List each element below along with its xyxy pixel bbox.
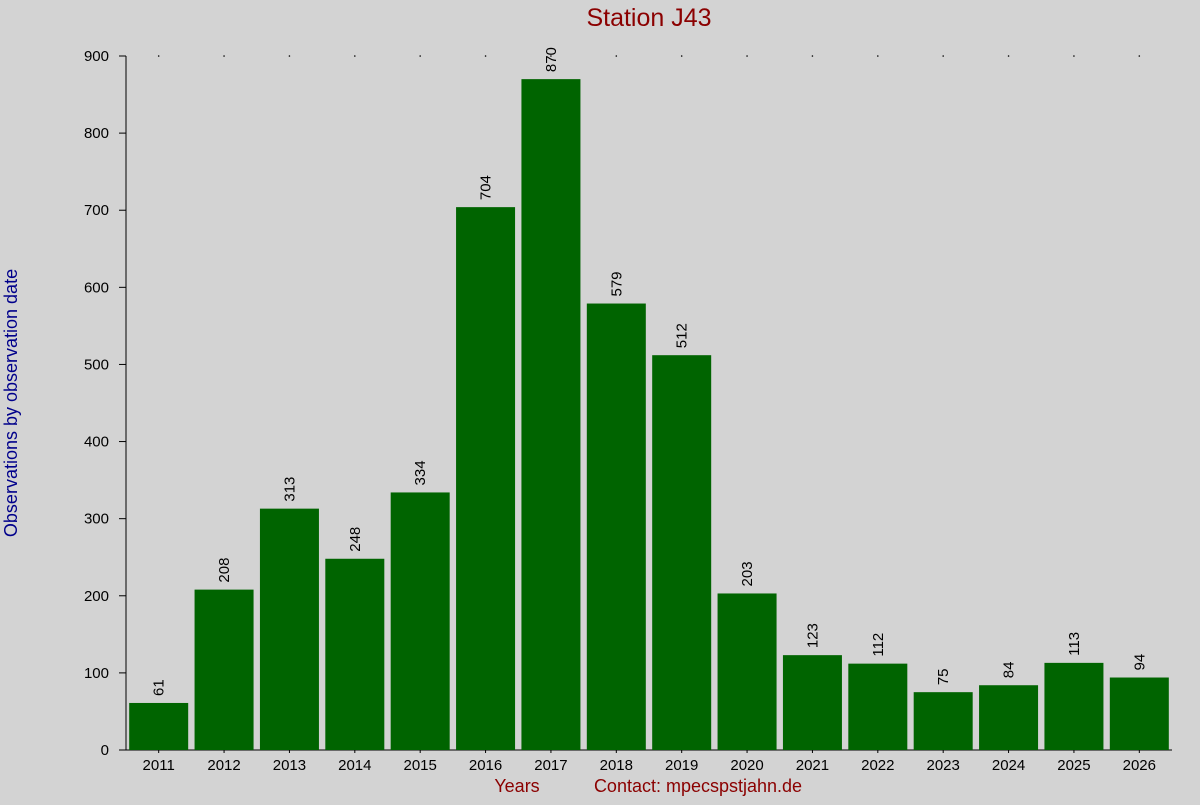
data-label: 112 — [870, 633, 887, 657]
x-tick-label: 2019 — [665, 757, 698, 774]
bar-2020 — [717, 593, 777, 750]
data-label: 579 — [608, 271, 625, 296]
top-dot-marker — [484, 55, 487, 57]
top-dot-marker — [942, 55, 944, 57]
data-label: 94 — [1131, 654, 1148, 671]
bar-2024 — [979, 685, 1039, 750]
data-label: 704 — [478, 175, 495, 200]
bar-2017 — [521, 79, 581, 751]
bar-2026 — [1109, 677, 1169, 750]
bar-2012 — [194, 589, 254, 750]
top-dot-marker — [746, 55, 748, 57]
data-label: 313 — [281, 477, 298, 502]
bar-2015 — [390, 492, 450, 750]
data-label: 84 — [1001, 662, 1018, 679]
data-label: 248 — [347, 527, 364, 552]
data-label: 203 — [739, 561, 756, 586]
y-tick-label: 800 — [84, 125, 109, 142]
x-tick-label: 2025 — [1057, 757, 1090, 774]
bar-2023 — [913, 692, 973, 750]
data-label: 61 — [151, 679, 168, 696]
bar-2018 — [586, 303, 646, 750]
x-tick-label: 2011 — [143, 757, 175, 774]
top-dot-marker — [223, 55, 225, 57]
top-dot-marker — [419, 55, 421, 57]
data-label: 512 — [674, 323, 691, 348]
data-label: 75 — [935, 668, 952, 685]
y-tick-label: 600 — [84, 279, 109, 296]
data-label: 208 — [216, 558, 233, 583]
y-tick-label: 500 — [84, 356, 109, 373]
x-tick-label: 2020 — [730, 757, 763, 774]
bar-2011 — [129, 702, 189, 750]
top-dot-marker — [877, 55, 879, 57]
y-tick-label: 0 — [101, 742, 109, 759]
top-dot-marker — [1138, 55, 1141, 57]
x-tick-label: 2024 — [992, 757, 1025, 774]
x-tick-label: 2022 — [861, 757, 894, 774]
top-dot-marker — [615, 55, 618, 57]
bar-2014 — [325, 558, 385, 750]
chart-title: Station J43 — [586, 4, 711, 32]
y-tick-label: 400 — [84, 434, 109, 451]
top-dot-marker — [1007, 55, 1010, 57]
y-tick-label: 200 — [84, 588, 109, 605]
data-label: 334 — [412, 460, 429, 485]
x-tick-label: 2023 — [927, 757, 960, 774]
y-tick-label: 900 — [84, 48, 109, 65]
x-tick-label: 2014 — [338, 757, 371, 774]
y-tick-label: 700 — [84, 202, 109, 219]
x-tick-label: 2017 — [534, 757, 567, 774]
bar-2013 — [259, 508, 319, 750]
top-dot-marker — [157, 55, 160, 57]
x-tick-label: 2018 — [600, 757, 633, 774]
footer-contact: Contact: mpecspstjahn.de — [594, 776, 802, 796]
data-label: 870 — [543, 47, 560, 72]
data-label: 113 — [1066, 632, 1083, 656]
bar-2019 — [652, 355, 712, 750]
bar-2021 — [782, 655, 842, 750]
top-dot-marker — [288, 55, 291, 57]
y-axis-label: Observations by observation date — [1, 269, 21, 537]
x-tick-label: 2015 — [404, 757, 437, 774]
top-dot-marker — [1073, 55, 1075, 57]
top-dot-marker — [550, 55, 552, 57]
top-dot-marker — [354, 55, 356, 57]
data-label: 123 — [804, 623, 821, 648]
x-tick-label: 2016 — [469, 757, 502, 774]
top-dot-marker — [811, 55, 814, 57]
y-tick-label: 300 — [84, 511, 109, 528]
x-tick-label: 2021 — [796, 757, 829, 774]
bar-2022 — [848, 663, 908, 750]
x-tick-label: 2012 — [207, 757, 240, 774]
bar-2025 — [1044, 662, 1104, 750]
bar-2016 — [456, 207, 516, 751]
top-dot-marker — [680, 55, 683, 57]
y-tick-label: 100 — [84, 665, 109, 682]
x-axis-label: Years — [494, 776, 539, 796]
x-tick-label: 2013 — [273, 757, 306, 774]
x-tick-label: 2026 — [1123, 757, 1156, 774]
